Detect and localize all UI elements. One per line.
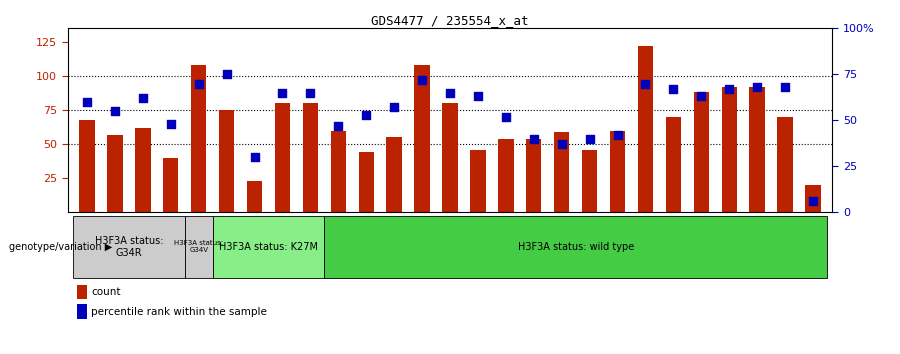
Bar	[324, 216, 827, 278]
Text: H3F3A status: wild type: H3F3A status: wild type	[518, 242, 634, 252]
Bar	[554, 132, 570, 212]
Title: GDS4477 / 235554_x_at: GDS4477 / 235554_x_at	[371, 14, 529, 27]
Point	[750, 84, 764, 90]
Point	[387, 105, 401, 110]
Bar	[163, 158, 178, 212]
Bar	[470, 150, 486, 212]
Bar	[274, 103, 290, 212]
Point	[778, 84, 792, 90]
Point	[415, 77, 429, 83]
Point	[164, 121, 178, 127]
Point	[582, 136, 597, 142]
Point	[136, 96, 150, 101]
Bar	[386, 137, 401, 212]
Point	[471, 93, 485, 99]
Point	[108, 108, 122, 114]
Point	[499, 114, 513, 120]
Text: H3F3A status:
G34R: H3F3A status: G34R	[94, 236, 163, 258]
Point	[443, 90, 457, 96]
Text: percentile rank within the sample: percentile rank within the sample	[91, 307, 266, 316]
Point	[526, 136, 541, 142]
Bar	[750, 87, 765, 212]
Bar	[302, 103, 318, 212]
Bar	[582, 150, 598, 212]
Bar	[722, 87, 737, 212]
Bar	[442, 103, 458, 212]
Bar	[499, 139, 514, 212]
Bar	[778, 117, 793, 212]
Bar	[79, 120, 94, 212]
Bar	[666, 117, 681, 212]
Bar	[184, 216, 212, 278]
Bar	[610, 131, 626, 212]
Point	[248, 154, 262, 160]
Point	[192, 81, 206, 86]
Bar	[219, 110, 234, 212]
Bar	[526, 139, 542, 212]
Text: H3F3A status:
G34V: H3F3A status: G34V	[175, 240, 223, 253]
Point	[554, 142, 569, 147]
Bar	[358, 153, 374, 212]
Bar	[330, 131, 346, 212]
Text: count: count	[91, 287, 121, 297]
Point	[638, 81, 652, 86]
Bar	[247, 181, 262, 212]
Point	[806, 199, 820, 204]
Bar	[107, 135, 122, 212]
Point	[80, 99, 94, 105]
Bar	[135, 128, 150, 212]
Bar	[414, 65, 430, 212]
Bar	[212, 216, 324, 278]
Point	[331, 123, 346, 129]
Point	[722, 86, 736, 92]
Bar	[73, 216, 184, 278]
Point	[275, 90, 290, 96]
Point	[220, 72, 234, 77]
Bar	[638, 46, 653, 212]
Point	[610, 132, 625, 138]
Point	[303, 90, 318, 96]
Point	[666, 86, 680, 92]
Text: genotype/variation ▶: genotype/variation ▶	[9, 242, 112, 252]
Point	[694, 93, 708, 99]
Bar	[806, 185, 821, 212]
Point	[359, 112, 374, 118]
Text: H3F3A status: K27M: H3F3A status: K27M	[219, 242, 318, 252]
Bar	[694, 92, 709, 212]
Bar	[191, 65, 206, 212]
